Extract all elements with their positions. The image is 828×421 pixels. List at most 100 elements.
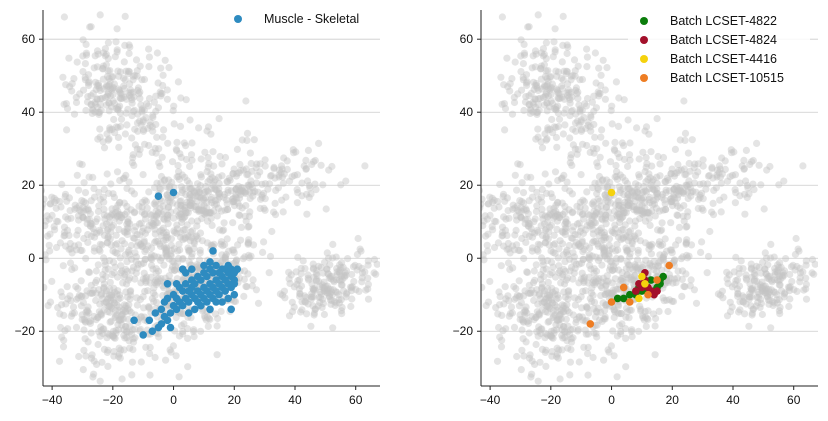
background-point [99,329,107,338]
background-point [567,107,576,116]
data-point [619,294,628,303]
background-point [203,239,211,247]
background-point [574,241,583,249]
background-point [314,302,322,310]
background-point [779,273,787,281]
background-point [178,215,187,223]
background-point [577,118,585,126]
background-point [585,309,593,317]
background-point [632,180,640,188]
background-point [569,334,577,342]
background-point [196,256,204,264]
background-point [558,84,566,93]
background-point [549,299,557,307]
background-point [136,117,144,125]
background-point [324,254,333,262]
background-point [188,196,196,204]
background-point [624,237,632,245]
background-point [737,257,745,265]
background-point [609,228,617,236]
background-point [166,346,174,354]
background-point [627,191,635,199]
background-point [554,211,562,219]
background-point [589,212,597,220]
background-point [64,295,72,303]
background-point [542,295,550,303]
background-point [582,330,590,338]
legend-marker [640,74,648,82]
background-point [158,210,166,218]
background-point [612,285,620,293]
background-point [608,289,616,297]
background-point [214,195,222,204]
background-point [501,104,510,113]
data-point [230,269,239,277]
background-point [507,303,516,311]
background-point [326,261,334,269]
background-point [531,95,539,103]
background-point [682,240,690,248]
background-point [59,73,67,81]
background-point [560,95,569,103]
background-point [785,302,793,311]
background-point [242,202,250,210]
background-point [599,56,607,64]
background-point [662,189,670,197]
background-point [76,206,84,215]
background-point [224,186,232,194]
background-point [136,88,144,96]
background-point [57,323,65,332]
background-point [522,231,530,239]
background-point [106,85,114,93]
background-point [324,289,332,297]
background-point [588,252,597,260]
background-point [542,89,551,97]
background-point [576,106,584,114]
background-point [758,285,767,293]
background-point [602,203,611,212]
background-point [135,202,143,210]
background-point [564,322,572,330]
background-point [106,124,114,132]
background-point [265,269,273,277]
background-point [121,270,129,278]
background-point [590,92,598,100]
background-point [525,101,533,109]
background-point [62,213,70,221]
background-point [182,96,190,104]
background-point [216,152,224,161]
background-point [673,194,682,202]
background-point [118,267,126,275]
background-point [587,289,596,297]
background-point [157,232,165,240]
background-point [107,241,115,249]
background-point [14,177,21,184]
background-point [600,247,609,255]
background-point [106,126,114,134]
background-point [576,203,584,211]
background-point [123,224,131,232]
background-point [674,211,682,220]
background-point [98,295,106,303]
background-point [90,286,98,294]
background-point [137,101,145,109]
background-point [786,270,794,279]
background-point [558,346,566,354]
background-point [589,291,597,299]
background-point [523,78,531,86]
background-point [590,276,598,284]
background-point [178,210,186,218]
background-point [134,260,142,268]
background-point [553,86,562,94]
background-point [299,257,307,265]
background-point [76,90,84,98]
background-point [177,204,185,212]
data-point [178,265,187,274]
background-point [625,261,634,269]
background-point [530,296,538,304]
background-point [66,83,74,91]
background-point [66,292,74,300]
background-point [568,190,577,198]
background-point [528,247,536,255]
background-point [323,282,331,290]
